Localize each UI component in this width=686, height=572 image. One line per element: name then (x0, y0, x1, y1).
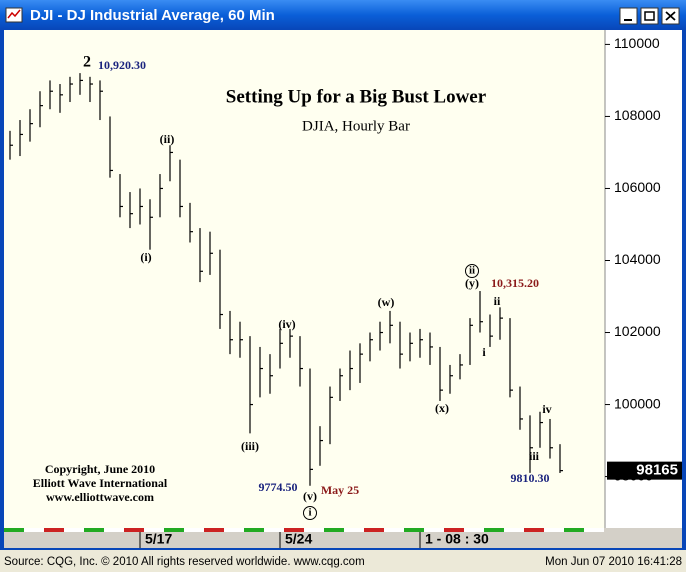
session-strip (24, 528, 44, 532)
session-strip (284, 528, 304, 532)
maximize-button[interactable] (640, 7, 659, 25)
session-strip (184, 528, 204, 532)
session-strip (324, 528, 344, 532)
price-axis (605, 30, 682, 528)
wave-label: 2 (83, 54, 91, 71)
wave-label: 9774.50 (259, 480, 298, 494)
wave-label: 10,315.20 (491, 276, 539, 290)
wave-label: iv (542, 402, 551, 416)
minimize-button[interactable] (619, 7, 638, 25)
session-strip (4, 528, 24, 532)
session-strip (264, 528, 284, 532)
wave-label: (x) (435, 401, 449, 415)
status-source: Source: CQG, Inc. © 2010 All rights rese… (4, 556, 365, 568)
wave-label: (iv) (278, 317, 295, 331)
session-strip (484, 528, 504, 532)
wave-label: (v) (303, 489, 317, 503)
wave-circle (465, 264, 479, 278)
session-strip (124, 528, 144, 532)
y-tick-label: 110000 (614, 35, 660, 51)
session-strip (104, 528, 124, 532)
chart-subtitle: DJIA, Hourly Bar (302, 118, 410, 134)
copyright-line: Elliott Wave International (33, 476, 168, 490)
session-strip (424, 528, 444, 532)
session-strip (44, 528, 64, 532)
x-tick-label: 5/24 (285, 531, 312, 547)
window-buttons[interactable] (619, 7, 680, 25)
title-bar (0, 0, 686, 30)
session-strip (224, 528, 244, 532)
y-tick-label: 108000 (614, 107, 661, 123)
copyright-line: www.elliottwave.com (46, 490, 154, 504)
session-strip (524, 528, 544, 532)
wave-label: (ii) (160, 132, 175, 146)
window-title: DJI - DJ Industrial Average, 60 Min (30, 7, 275, 24)
session-strip (164, 528, 184, 532)
session-strip (144, 528, 164, 532)
session-strip (64, 528, 84, 532)
status-time: Mon Jun 07 2010 16:41:28 (545, 556, 682, 568)
session-strip (584, 528, 604, 532)
wave-label: (y) (465, 276, 479, 290)
wave-label: (i) (140, 250, 151, 264)
chart-title: Setting Up for a Big Bust Lower (226, 86, 487, 107)
wave-circle (303, 506, 317, 520)
maximize-icon (644, 11, 655, 21)
wave-label: i (482, 345, 486, 359)
plot-area (4, 30, 605, 528)
date-bar (4, 528, 682, 548)
copyright-line: Copyright, June 2010 (45, 462, 155, 476)
session-strip (204, 528, 224, 532)
wave-label: ii (469, 265, 475, 277)
session-strip (464, 528, 484, 532)
wave-label: iii (529, 449, 540, 463)
x-tick-label: 1 - 08 : 30 (425, 531, 489, 547)
wave-label: May 25 (321, 483, 359, 497)
wave-label: ii (494, 294, 501, 308)
session-strip (444, 528, 464, 532)
y-tick-label: 102000 (614, 323, 661, 339)
wave-label: (iii) (241, 439, 259, 453)
session-strip (504, 528, 524, 532)
last-price-box (607, 461, 682, 480)
session-strip (304, 528, 324, 532)
app-icon-line (7, 9, 21, 19)
status-bar (0, 550, 686, 572)
wave-label: (w) (378, 295, 395, 309)
wave-label: 9810.30 (511, 471, 550, 485)
session-strip (344, 528, 364, 532)
wave-label: i (308, 507, 311, 519)
x-tick-label: 5/17 (145, 531, 172, 547)
close-icon (665, 11, 676, 21)
y-tick-label: 104000 (614, 251, 661, 267)
session-strip (564, 528, 584, 532)
last-price-label: 98165 (636, 462, 678, 479)
session-strip (404, 528, 424, 532)
y-tick-label: 100000 (614, 395, 661, 411)
session-strip (84, 528, 104, 532)
wave-label: 10,920.30 (98, 58, 146, 72)
session-strip (544, 528, 564, 532)
session-strip (384, 528, 404, 532)
y-tick-label: 106000 (614, 179, 661, 195)
session-strip (244, 528, 264, 532)
session-strip (364, 528, 384, 532)
